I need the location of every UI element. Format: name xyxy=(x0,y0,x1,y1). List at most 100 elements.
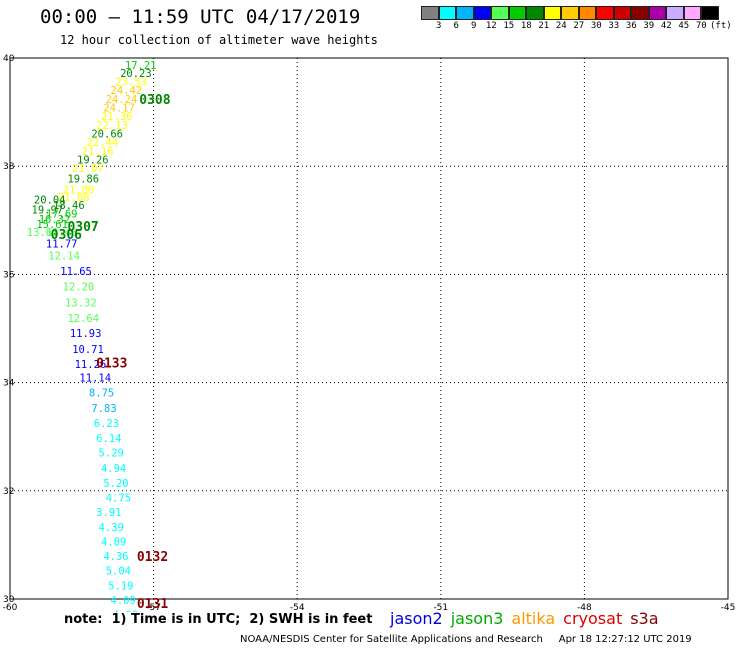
x-tick-label: -57 xyxy=(146,603,161,612)
swh-value: 6.23 xyxy=(94,418,119,430)
swh-value: 12.64 xyxy=(67,313,99,325)
swh-value: 24.42 xyxy=(111,85,143,97)
swh-value: 5.04 xyxy=(106,566,131,578)
y-tick-label: 36 xyxy=(3,270,15,280)
scale-swatch xyxy=(613,6,631,20)
scale-swatch xyxy=(421,6,439,20)
scale-label: 36 xyxy=(625,21,637,31)
scale-label: 9 xyxy=(471,21,477,31)
swh-value: 19.86 xyxy=(67,173,99,185)
swh-value: 4.94 xyxy=(101,463,126,475)
scale-swatch xyxy=(578,6,596,20)
swh-value: 24.24 xyxy=(106,94,138,106)
swh-value: 16.32 xyxy=(39,214,71,226)
scale-label: 3 xyxy=(436,21,442,31)
x-tick-label: -60 xyxy=(3,603,18,612)
swh-value: 4.39 xyxy=(99,522,124,534)
note-text: note: 1) Time is in UTC; 2) SWH is in fe… xyxy=(64,612,373,627)
swh-value: 11.93 xyxy=(70,328,102,340)
swh-value: 21.80 xyxy=(63,184,95,196)
swh-value: 4.36 xyxy=(103,551,128,563)
scale-swatch xyxy=(701,6,719,20)
pass-time-label: 0308 xyxy=(139,93,170,108)
swh-value: 22.44 xyxy=(87,137,119,149)
swh-value: 20.66 xyxy=(91,129,123,141)
satellite-legend: jason2 jason3 altika cryosat s3a xyxy=(390,609,667,628)
pass-time-label: 0132 xyxy=(137,550,168,565)
swh-value: 4.75 xyxy=(106,493,131,505)
pass-time-label: 0307 xyxy=(67,220,98,235)
scale-swatch xyxy=(438,6,456,20)
chart-title: 00:00 – 11:59 UTC 04/17/2019 xyxy=(40,6,361,28)
x-tick-label: -45 xyxy=(721,603,736,612)
scale-swatch xyxy=(543,6,561,20)
scale-label: 39 xyxy=(643,21,655,31)
swh-value: 21.08 xyxy=(58,192,90,204)
swh-value: 4.88 xyxy=(113,609,138,612)
pass-time-label: 0131 xyxy=(137,597,168,612)
scale-label: 45 xyxy=(678,21,690,31)
legend-item: altika xyxy=(511,609,556,628)
swh-value: 11.26 xyxy=(75,359,107,371)
swh-value: 11.65 xyxy=(60,266,92,278)
swh-value: 22.13 xyxy=(96,120,128,132)
scale-swatch xyxy=(526,6,544,20)
x-tick-label: -54 xyxy=(290,603,305,612)
plot-frame xyxy=(9,57,729,600)
scale-swatch xyxy=(683,6,701,20)
x-tick-label: -51 xyxy=(433,603,448,612)
legend-item: s3a xyxy=(630,609,659,628)
scale-label: 12 xyxy=(485,21,497,31)
swh-value: 6.14 xyxy=(96,433,121,445)
pass-time-label: 0306 xyxy=(51,228,82,243)
legend-item: jason3 xyxy=(450,609,504,628)
swh-value: 10.71 xyxy=(72,344,104,356)
swh-value: 5.19 xyxy=(108,580,133,592)
pass-time-label: 0133 xyxy=(96,356,127,371)
scale-label: 70 xyxy=(695,21,707,31)
swh-value: 17.69 xyxy=(46,209,78,221)
scale-label: 15 xyxy=(503,21,515,31)
swh-value: 20.23 xyxy=(120,68,152,80)
scale-swatch xyxy=(456,6,474,20)
scale-swatch xyxy=(508,6,526,20)
scale-label: (ft) xyxy=(710,21,732,31)
swh-value: 5.29 xyxy=(99,448,124,460)
scale-swatch xyxy=(473,6,491,20)
scale-swatch xyxy=(561,6,579,20)
swh-value: 15.61 xyxy=(36,219,68,231)
swh-value: 17.21 xyxy=(125,60,157,72)
swh-value: 5.20 xyxy=(103,478,128,490)
swh-value: 3.91 xyxy=(96,507,121,519)
y-tick-label: 34 xyxy=(3,379,15,389)
scale-label: 27 xyxy=(573,21,585,31)
scale-swatch xyxy=(491,6,509,20)
swh-value: 4.09 xyxy=(111,595,136,607)
swh-value: 13.43 xyxy=(46,227,78,239)
legend-item: jason2 xyxy=(390,609,443,628)
swh-value: 23.53 xyxy=(115,77,147,89)
x-tick-label: -48 xyxy=(577,603,592,612)
y-tick-label: 30 xyxy=(3,595,15,605)
color-scale-labels: 3 6 9 12 15 18 21 24 27 30 33 36 39 42 45 70 (ft) xyxy=(421,21,740,33)
swh-value: 11.77 xyxy=(46,238,78,250)
swh-value: 21.36 xyxy=(101,111,133,123)
swh-value: 19.97 xyxy=(32,204,64,216)
y-tick-label: 40 xyxy=(3,54,15,64)
scale-label: 24 xyxy=(555,21,567,31)
swh-value: 13.61 xyxy=(27,227,59,239)
legend-item: cryosat xyxy=(563,609,623,628)
scale-label: 6 xyxy=(453,21,459,31)
scale-swatch xyxy=(666,6,684,20)
swh-value: 7.83 xyxy=(91,403,116,415)
footer-credit: NOAA/NESDIS Center for Satellite Applica… xyxy=(240,634,692,645)
chart-plot: -60 -57 -54 -51 -48 -45 30 32 34 36 38 40 17.2120.23… xyxy=(3,54,736,612)
swh-value: 8.75 xyxy=(89,388,114,400)
swh-value: 20.04 xyxy=(34,195,66,207)
swh-value: 12.20 xyxy=(63,282,95,294)
swh-value: 24.17 xyxy=(103,103,135,115)
scale-swatch xyxy=(631,6,649,20)
y-tick-label: 32 xyxy=(3,487,14,497)
y-tick-label: 38 xyxy=(3,162,15,172)
swh-value: 21.16 xyxy=(82,146,114,158)
